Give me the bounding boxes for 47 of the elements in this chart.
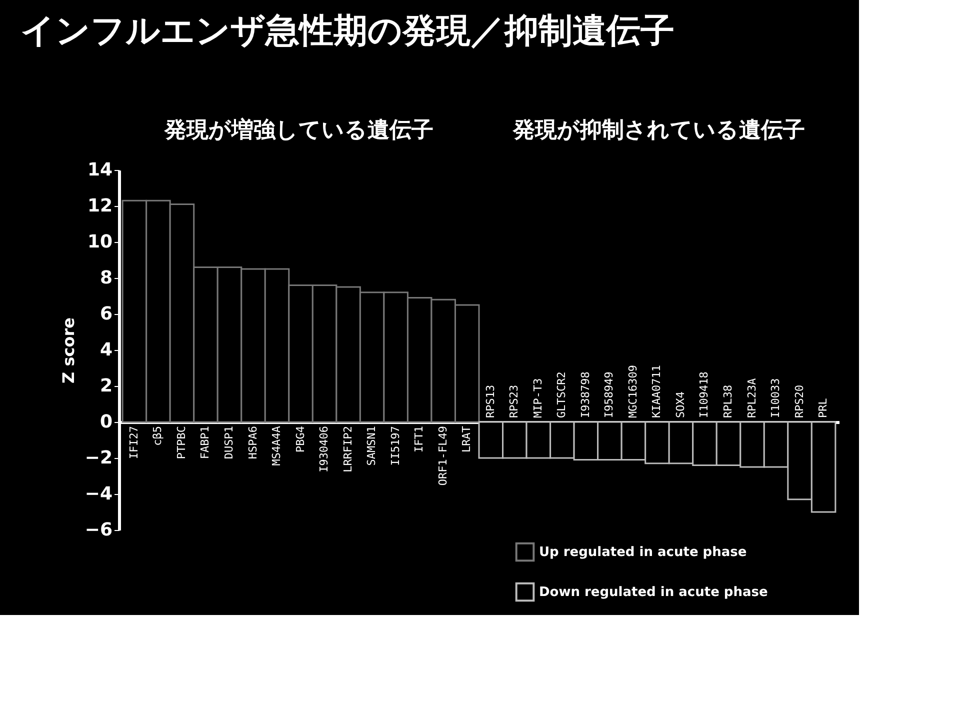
x-tick-label: RPS13 <box>484 384 497 418</box>
x-tick-label: LRRFIP2 <box>341 426 354 472</box>
legend-label: Up regulated in acute phase <box>539 545 747 560</box>
text: 発現が抑制されている遺伝子 <box>512 118 805 143</box>
y-tick-label: 4 <box>100 340 112 360</box>
x-tick-label: cβ5 <box>151 426 164 446</box>
y-tick-label: 6 <box>100 304 112 324</box>
x-tick-label: LRAT <box>460 426 474 452</box>
y-tick-label: 2 <box>100 376 112 396</box>
x-tick-label: I10033 <box>769 378 782 418</box>
x-tick-label: MIP-T3 <box>531 378 544 418</box>
text: 発現が増強している遺伝子 <box>164 117 434 143</box>
x-tick-label: RPS20 <box>792 384 806 418</box>
x-tick-label: IFI27 <box>127 426 140 460</box>
x-tick-label: PBG4 <box>294 426 307 452</box>
x-tick-label: I938798 <box>578 372 592 418</box>
y-tick-label: −2 <box>84 448 112 468</box>
x-tick-label: RPL38 <box>722 384 735 418</box>
x-tick-label: I958949 <box>602 372 616 418</box>
y-tick-label: −6 <box>84 520 112 540</box>
x-tick-label: II5197 <box>388 426 402 466</box>
y-tick-label: 8 <box>100 268 112 288</box>
y-tick-label: −4 <box>84 484 112 504</box>
y-tick-label: 12 <box>87 196 112 216</box>
x-tick-label: KIAA0711 <box>650 365 664 418</box>
x-tick-label: I109418 <box>698 372 711 418</box>
x-tick-label: RPS23 <box>508 384 521 418</box>
x-tick-label: ORF1-FL49 <box>436 426 450 486</box>
x-tick-label: I930406 <box>318 426 331 472</box>
y-tick-label: 10 <box>87 232 112 252</box>
x-tick-label: FABP1 <box>198 426 212 460</box>
x-tick-label: PTPBC <box>174 426 188 460</box>
x-tick-label: DUSP1 <box>222 426 236 460</box>
x-tick-label: RPL23A <box>745 378 758 418</box>
legend-label: Down regulated in acute phase <box>539 585 768 600</box>
x-tick-label: GLTSCR2 <box>555 372 568 418</box>
x-tick-label: IFT1 <box>412 426 426 452</box>
x-tick-label: SOX4 <box>674 391 687 418</box>
y-tick-label: 0 <box>100 412 112 432</box>
y-tick-label: 14 <box>87 160 112 180</box>
x-tick-label: HSPA6 <box>246 426 260 460</box>
y-axis-title: Z score <box>58 317 78 384</box>
x-tick-label: MGC16309 <box>626 365 640 418</box>
x-tick-label: SAMSN1 <box>365 426 378 466</box>
x-tick-label: PRL <box>816 398 830 418</box>
x-tick-label: MS4A4A <box>270 426 284 466</box>
chart-title: インフルエンザ急性期の発現／抑制遺伝子 <box>20 11 674 51</box>
